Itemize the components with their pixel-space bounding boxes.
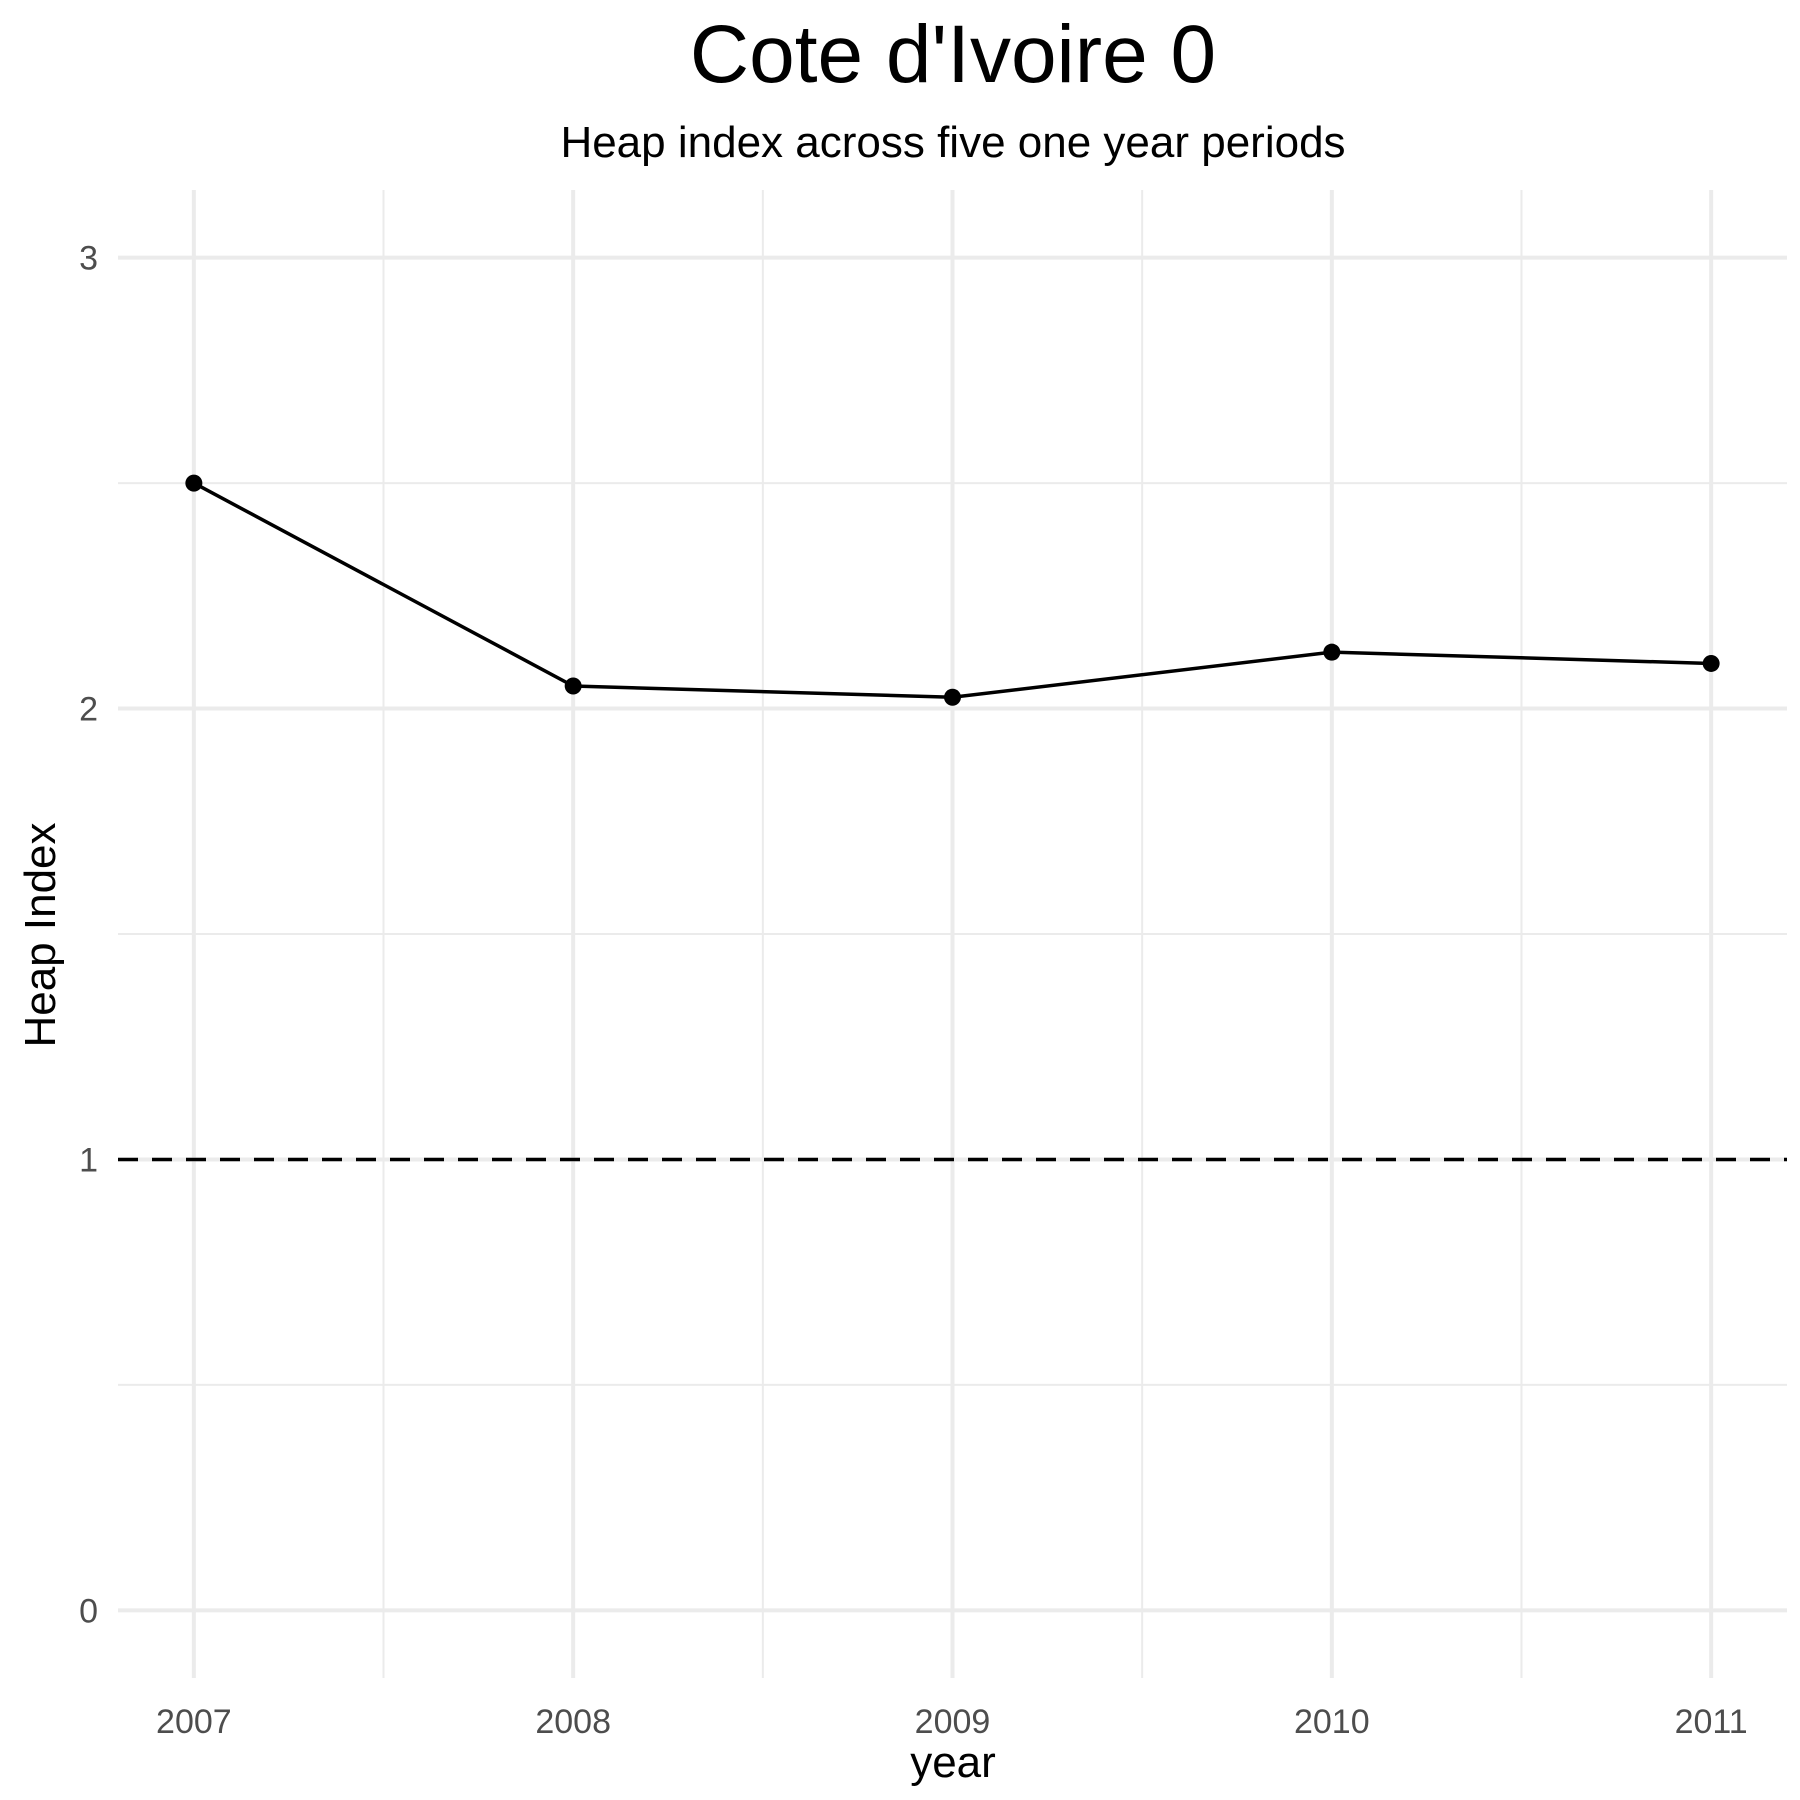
- x-tick-label: 2011: [1675, 1703, 1748, 1741]
- x-tick-label: 2009: [915, 1703, 991, 1741]
- x-tick-labels: 2007 2008 2009 2010 2011: [156, 1703, 1748, 1741]
- x-tick-label: 2010: [1294, 1703, 1370, 1741]
- y-tick-label: 3: [79, 240, 98, 278]
- y-tick-labels: 0 1 2 3: [79, 240, 98, 1631]
- data-point: [564, 677, 582, 695]
- y-tick-label: 2: [79, 691, 98, 729]
- x-tick-label: 2007: [156, 1703, 232, 1741]
- y-axis-title: Heap Index: [16, 822, 65, 1047]
- chart-subtitle: Heap index across five one year periods: [560, 118, 1345, 167]
- y-tick-label: 1: [79, 1141, 98, 1179]
- data-point: [1323, 643, 1341, 661]
- data-point: [185, 474, 203, 492]
- chart-title: Cote d'Ivoire 0: [690, 9, 1216, 100]
- data-point: [944, 688, 961, 706]
- series-layer: [185, 474, 1720, 706]
- data-point: [1702, 654, 1720, 672]
- x-axis-title: year: [910, 1738, 996, 1787]
- x-tick-label: 2008: [535, 1703, 611, 1741]
- y-tick-label: 0: [79, 1592, 98, 1630]
